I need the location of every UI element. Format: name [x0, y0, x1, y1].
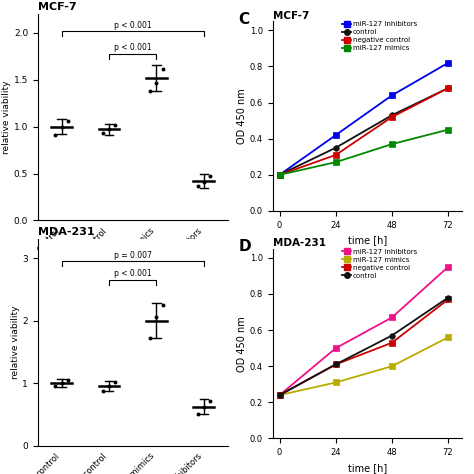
Point — [64, 117, 72, 125]
Point — [159, 301, 166, 309]
Point — [58, 379, 65, 387]
Text: p < 0.001: p < 0.001 — [114, 269, 152, 278]
Text: MCF-7: MCF-7 — [38, 2, 76, 12]
Point — [58, 123, 65, 130]
Point — [159, 65, 166, 73]
Point — [200, 178, 208, 186]
Text: MDA-231: MDA-231 — [38, 227, 94, 237]
Point — [99, 387, 107, 394]
Point — [52, 131, 59, 139]
Y-axis label: relative viability: relative viability — [11, 306, 19, 379]
Point — [111, 378, 119, 386]
Legend: miR-127 inhibitors, control, negative control, miR-127 mimics: miR-127 inhibitors, control, negative co… — [342, 21, 417, 51]
Y-axis label: OD 450 nm: OD 450 nm — [237, 316, 247, 372]
Point — [111, 121, 119, 128]
Text: D: D — [238, 239, 251, 255]
Text: MDA-231: MDA-231 — [273, 238, 326, 248]
Point — [206, 173, 214, 180]
Y-axis label: relative viability: relative viability — [2, 81, 11, 154]
Legend: miR-127 inhibitors, miR-127 mimics, negative control, control: miR-127 inhibitors, miR-127 mimics, nega… — [342, 248, 417, 279]
X-axis label: time [h]: time [h] — [348, 235, 387, 245]
X-axis label: time [h]: time [h] — [348, 463, 387, 473]
Point — [194, 182, 201, 190]
Point — [64, 376, 72, 384]
Point — [146, 87, 154, 95]
Point — [99, 129, 107, 137]
Text: p < 0.001: p < 0.001 — [114, 20, 152, 29]
Point — [153, 314, 160, 321]
Point — [200, 403, 208, 410]
Text: p < 0.001: p < 0.001 — [114, 43, 152, 52]
Point — [146, 334, 154, 342]
Text: MCF-7: MCF-7 — [273, 10, 309, 20]
Point — [153, 79, 160, 86]
Point — [105, 383, 113, 390]
Point — [105, 126, 113, 133]
Text: C: C — [238, 12, 249, 27]
Y-axis label: OD 450 nm: OD 450 nm — [237, 88, 247, 144]
Point — [194, 410, 201, 418]
Text: p = 0.007: p = 0.007 — [114, 251, 152, 260]
Point — [206, 397, 214, 404]
Point — [52, 383, 59, 390]
